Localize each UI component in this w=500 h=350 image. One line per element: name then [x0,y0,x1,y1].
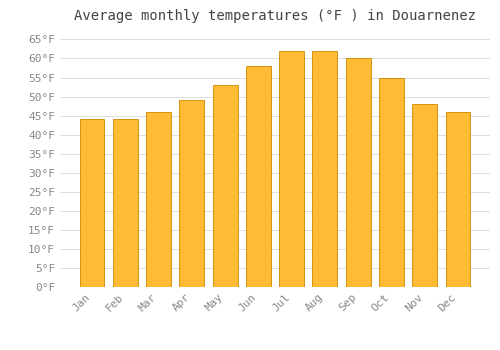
Bar [146,112,171,287]
Bar [180,100,204,287]
Bar [212,85,238,287]
Bar [346,58,370,287]
Title: Average monthly temperatures (°F ) in Douarnenez: Average monthly temperatures (°F ) in Do… [74,9,476,23]
Bar [446,112,470,287]
Bar [246,66,271,287]
Bar [412,104,437,287]
Bar [279,51,304,287]
Bar [379,77,404,287]
Bar [312,51,338,287]
Bar [80,119,104,287]
Bar [113,119,138,287]
